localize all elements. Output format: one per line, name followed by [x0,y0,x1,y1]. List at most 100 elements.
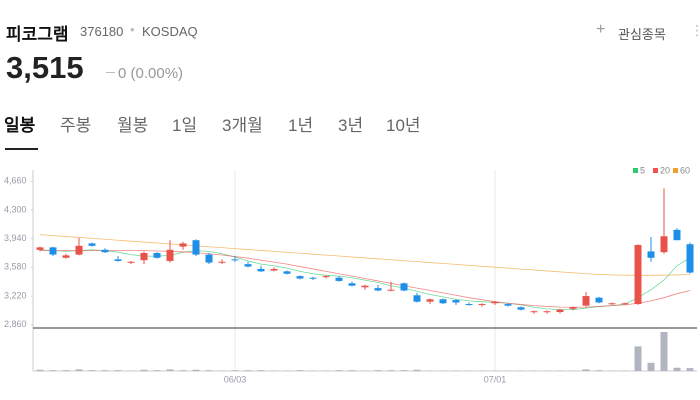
legend-swatch [633,168,638,173]
plus-icon[interactable]: + [596,21,606,38]
volume-bar [153,370,161,371]
tab-underline [5,148,38,150]
volume-bar [296,370,304,371]
candle-body [491,301,499,304]
period-tab[interactable]: 주봉 [60,116,92,135]
volume-bar [36,369,44,371]
volume-bar [114,370,122,371]
volume-bar [140,369,148,371]
candle-body [439,299,447,304]
candle-body [75,245,83,255]
candle-body [283,271,291,274]
candle-body [556,309,564,313]
candle-body [218,261,226,263]
candle-body [530,311,538,313]
candle-body [192,240,200,255]
candle-body [582,296,590,306]
price: 3,515 [6,50,84,85]
candle-body [686,244,694,273]
period-tab[interactable]: 1일 [172,116,198,135]
candle-body [608,303,616,305]
candle-body [452,300,460,303]
volume-bar [49,370,57,371]
candle-body [309,277,317,279]
separator: • [130,22,135,37]
volume-bar [582,369,590,371]
candle-body [205,254,213,263]
candle-body [413,295,421,302]
candle-body [270,268,278,271]
volume-bar [62,370,70,371]
volume-bar [660,332,668,371]
candle-body [465,304,473,306]
volume-bar [634,346,642,371]
candle-body [517,307,525,310]
candle-body [634,245,642,305]
volume-bar [595,370,603,371]
candle-body [673,229,681,241]
y-tick-label: 2,860 [4,319,27,329]
volume-bar [101,370,109,371]
more-menu[interactable]: ⋮ [690,22,700,38]
volume-bar [192,369,200,371]
candle-body [257,268,265,272]
volume-bar [413,369,421,371]
legend-swatch [653,168,658,173]
y-tick-label: 3,940 [4,233,27,243]
candle-body [153,252,161,258]
volume-bar [88,370,96,371]
stock-code: 376180 [80,24,124,39]
period-tab[interactable]: 3년 [338,116,364,135]
y-tick-label: 3,580 [4,262,27,272]
candle-body [101,249,109,253]
period-tab[interactable]: 10년 [386,116,421,135]
volume-bar [205,370,213,371]
volume-bar [335,370,343,371]
volume-bar [647,362,655,371]
candle-body [348,283,356,286]
legend-swatch [673,168,678,173]
period-tab[interactable]: 3개월 [222,116,263,135]
candle-body [660,236,668,253]
moving-average [39,234,691,276]
volume-bar [400,370,408,371]
candle-body [374,288,382,291]
candle-body [322,276,330,278]
volume-bar [348,370,356,371]
y-tick-label: 3,220 [4,290,27,300]
volume-bar [673,367,681,371]
watch-button[interactable]: 관심종목 [618,27,666,42]
volume-bar [686,368,694,371]
moving-average [39,249,691,311]
x-tick-label: 07/01 [484,374,507,384]
candle-body [361,285,369,288]
period-tab[interactable]: 1년 [288,116,314,135]
volume-bar [179,370,187,371]
candle-body [543,311,551,313]
candle-body [166,249,174,261]
candle-body [62,255,70,258]
volume-bar [166,369,174,371]
y-tick-label: 4,300 [4,204,27,214]
moving-average [40,250,691,308]
candle-body [387,289,395,291]
candle-body [244,264,252,267]
legend-label: 60 [680,165,690,175]
candle-body [478,304,486,306]
candle-body [296,276,304,279]
legend-label: 5 [640,165,645,175]
flat-icon [106,72,115,73]
period-tab[interactable]: 일봉 [4,116,36,135]
candle-body [595,297,603,303]
candle-body [49,247,57,255]
x-tick-label: 06/03 [224,374,247,384]
candle-body [88,243,96,246]
period-tab[interactable]: 월봉 [117,116,149,135]
y-tick-label: 4,660 [4,176,27,186]
stock-name: 피코그램 [6,25,69,44]
volume-bar [231,370,239,371]
candle-body [621,303,629,305]
candle-body [36,247,44,250]
